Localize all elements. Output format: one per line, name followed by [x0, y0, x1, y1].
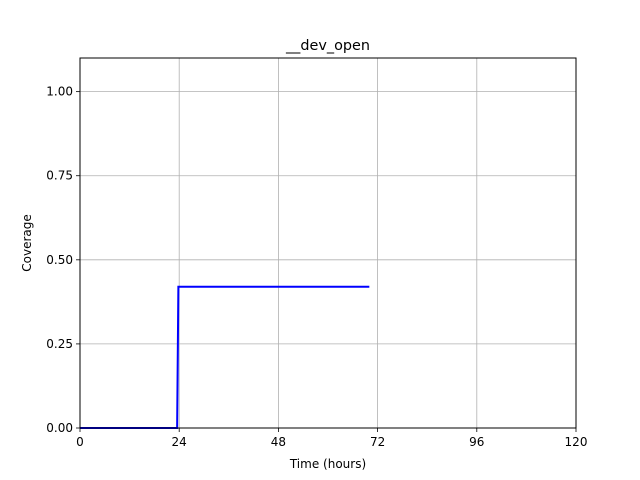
- y-tick-label: 0.00: [46, 421, 73, 435]
- y-tick-label: 0.75: [46, 169, 73, 183]
- y-tick-label: 0.50: [46, 253, 73, 267]
- y-tick-label: 0.25: [46, 337, 73, 351]
- x-tick-label: 96: [469, 435, 484, 449]
- x-tick-label: 0: [76, 435, 84, 449]
- x-tick-label: 48: [271, 435, 286, 449]
- x-axis-label: Time (hours): [289, 457, 366, 471]
- y-axis-label: Coverage: [20, 214, 34, 272]
- ticks: 0 24 48 72 96 120 0.00 0.25 0.50 0.75 1.00: [46, 85, 587, 449]
- x-tick-label: 24: [172, 435, 187, 449]
- x-tick-label: 120: [565, 435, 588, 449]
- plot-frame: [79, 57, 577, 429]
- y-tick-label: 1.00: [46, 85, 73, 99]
- chart-title: __dev_open: [285, 38, 370, 54]
- x-tick-label: 72: [370, 435, 385, 449]
